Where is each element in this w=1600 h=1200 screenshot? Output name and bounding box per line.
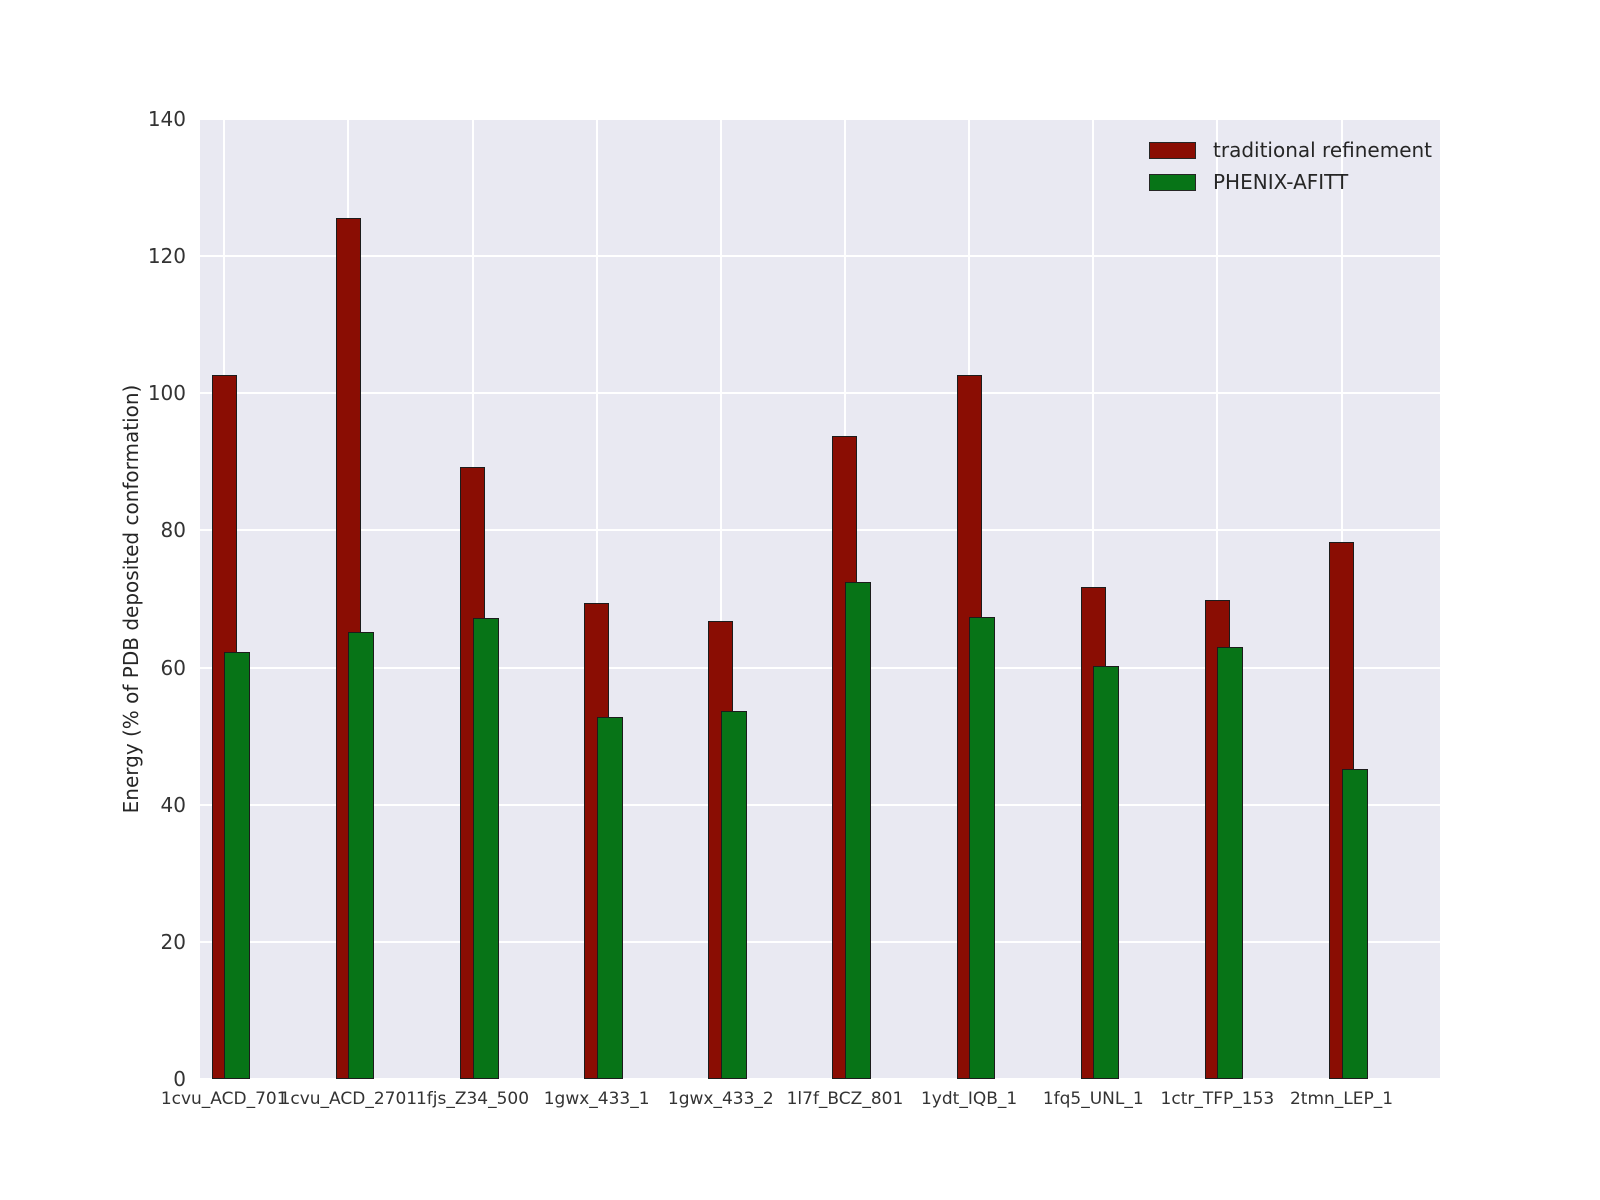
gridline-h-80 xyxy=(200,529,1440,532)
bar-phenix-afitt-1fq5_UNL_1 xyxy=(1093,666,1120,1079)
x-tick-label-1cvu_ACD_701: 1cvu_ACD_701 xyxy=(160,1089,288,1109)
gridline-h-0 xyxy=(200,1078,1440,1079)
bar-phenix-afitt-2tmn_LEP_1 xyxy=(1341,769,1368,1079)
legend-label-traditional-refinement: traditional refinement xyxy=(1213,138,1433,162)
gridline-v-1gwx_433_2 xyxy=(719,119,722,1079)
y-tick-label-140: 140 xyxy=(147,107,186,131)
bar-phenix-afitt-1cvu_ACD_2701 xyxy=(348,631,375,1079)
gridline-h-140 xyxy=(200,119,1440,120)
legend-item-traditional-refinement: traditional refinement xyxy=(1149,136,1432,164)
y-axis-label: Energy (% of PDB deposited conformation) xyxy=(119,384,143,814)
bar-phenix-afitt-1ctr_TFP_153 xyxy=(1217,647,1244,1079)
gridline-h-120 xyxy=(200,255,1440,258)
legend-label-phenix-afitt: PHENIX-AFITT xyxy=(1213,170,1349,194)
x-tick-label-1l7f_BCZ_801: 1l7f_BCZ_801 xyxy=(786,1089,904,1109)
gridline-h-20 xyxy=(200,940,1440,943)
x-tick-label-1ydt_IQB_1: 1ydt_IQB_1 xyxy=(920,1089,1018,1109)
gridline-h-40 xyxy=(200,803,1440,806)
x-tick-label-1fjs_Z34_500: 1fjs_Z34_500 xyxy=(415,1089,530,1109)
legend-swatch-traditional-refinement xyxy=(1149,141,1196,159)
bar-phenix-afitt-1cvu_ACD_701 xyxy=(224,652,251,1079)
y-tick-label-0: 0 xyxy=(173,1067,186,1091)
y-tick-label-100: 100 xyxy=(147,381,186,406)
y-tick-label-40: 40 xyxy=(160,792,186,817)
bar-phenix-afitt-1gwx_433_1 xyxy=(596,716,623,1079)
x-tick-label-1cvu_ACD_2701: 1cvu_ACD_2701 xyxy=(279,1089,418,1109)
x-tick-label-1gwx_433_1: 1gwx_433_1 xyxy=(543,1089,650,1109)
y-tick-label-120: 120 xyxy=(147,244,186,269)
y-tick-label-20: 20 xyxy=(160,929,186,954)
x-tick-label-1fq5_UNL_1: 1fq5_UNL_1 xyxy=(1042,1089,1144,1109)
gridline-h-60 xyxy=(200,666,1440,669)
y-tick-label-80: 80 xyxy=(160,518,186,543)
gridline-h-100 xyxy=(200,392,1440,395)
x-tick-label-2tmn_LEP_1: 2tmn_LEP_1 xyxy=(1289,1089,1394,1109)
x-tick-label-1ctr_TFP_153: 1ctr_TFP_153 xyxy=(1160,1089,1275,1109)
gridline-v-1ctr_TFP_153 xyxy=(1216,119,1219,1079)
y-tick-label-60: 60 xyxy=(160,655,186,680)
x-tick-label-1gwx_433_2: 1gwx_433_2 xyxy=(667,1089,774,1109)
bar-phenix-afitt-1gwx_433_2 xyxy=(720,711,747,1079)
bar-phenix-afitt-1fjs_Z34_500 xyxy=(472,618,499,1079)
legend-item-phenix-afitt: PHENIX-AFITT xyxy=(1149,168,1432,196)
plot-area xyxy=(200,119,1440,1079)
legend: traditional refinement PHENIX-AFITT xyxy=(1149,136,1432,196)
legend-swatch-phenix-afitt xyxy=(1149,173,1196,191)
bar-phenix-afitt-1ydt_IQB_1 xyxy=(969,616,996,1079)
gridline-v-1gwx_433_1 xyxy=(595,119,598,1079)
bar-phenix-afitt-1l7f_BCZ_801 xyxy=(844,581,871,1079)
